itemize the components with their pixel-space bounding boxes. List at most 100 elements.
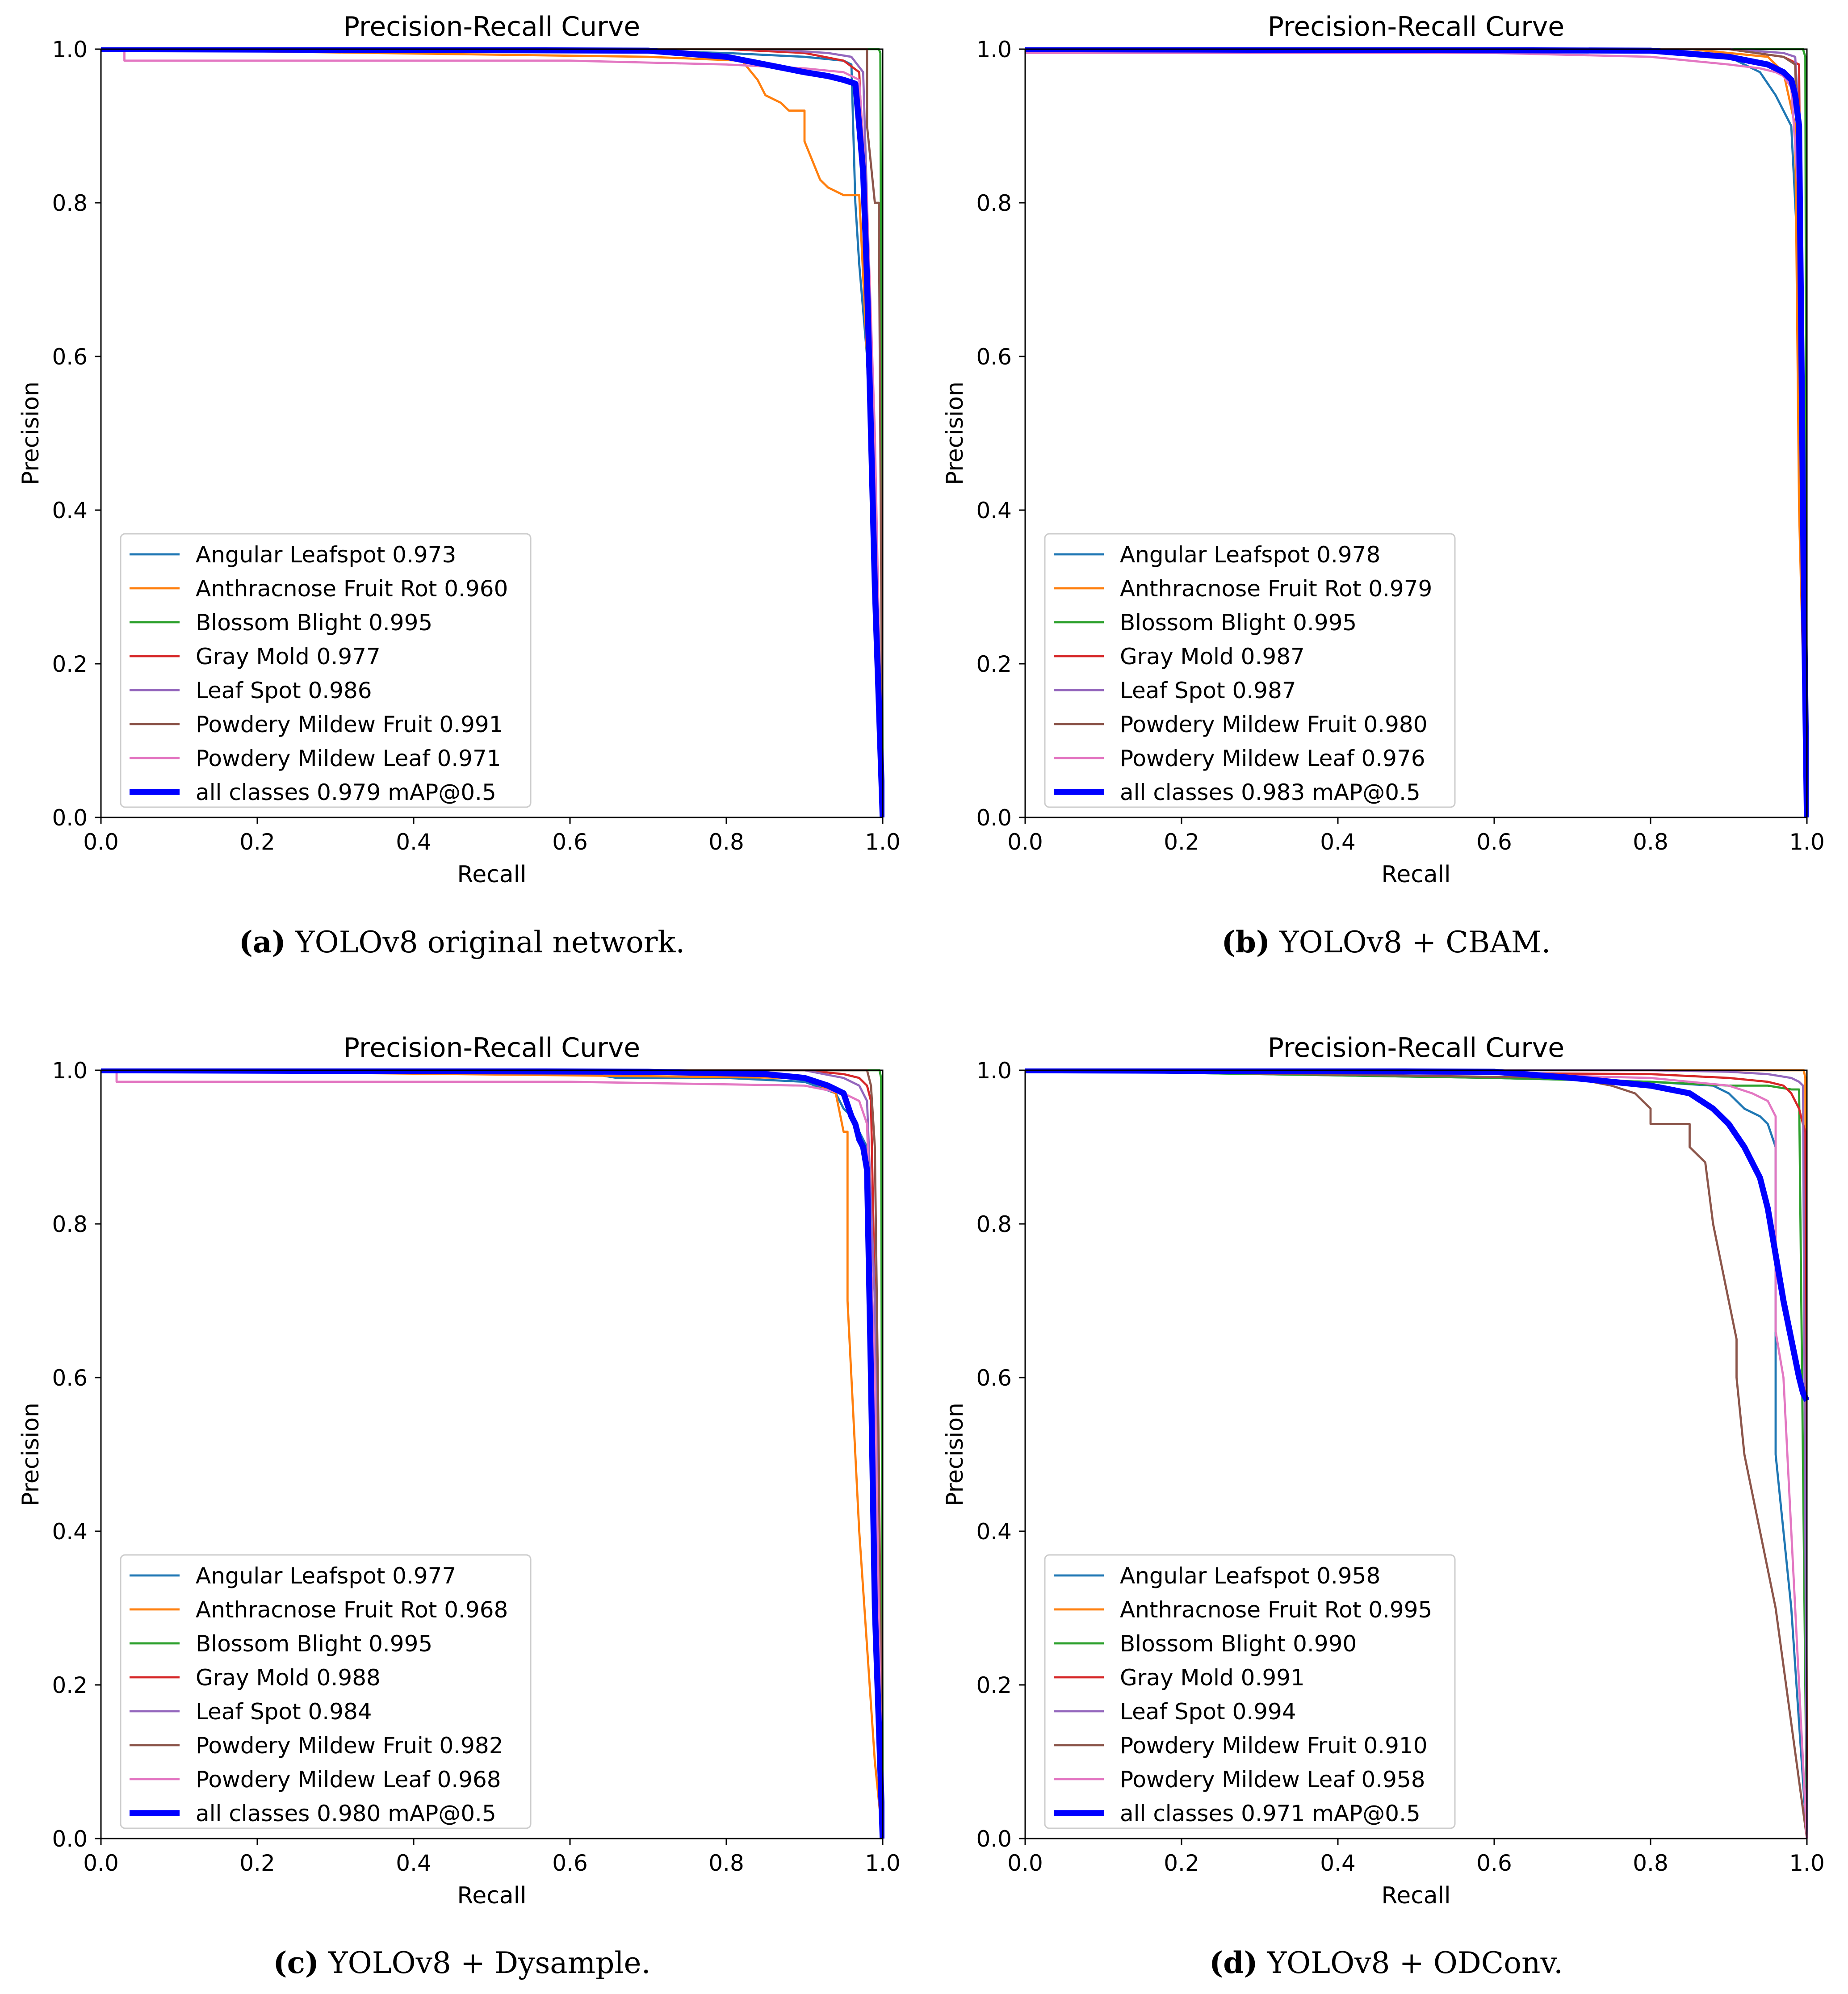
series-group: [101, 1068, 884, 1839]
caption-b: (b) YOLOv8 + CBAM.: [924, 925, 1848, 959]
legend-label: Leaf Spot 0.987: [1120, 678, 1296, 704]
x-tick-label: 0.2: [1164, 829, 1199, 855]
legend-label: Gray Mold 0.988: [196, 1665, 381, 1691]
legend-box: [1044, 533, 1456, 808]
y-axis-label: Precision: [17, 381, 44, 485]
legend-label: Powdery Mildew Leaf 0.976: [1120, 746, 1425, 771]
chart-title: Precision-Recall Curve: [344, 1032, 640, 1064]
caption-b-text: YOLOv8 + CBAM.: [1270, 925, 1551, 959]
series-line-blossom: [1025, 1069, 1808, 1839]
x-tick-label: 0.8: [708, 1850, 744, 1876]
x-tick-label: 0.8: [1633, 829, 1668, 855]
x-tick-label: 0.4: [396, 1850, 432, 1876]
y-tick-label: 0.4: [976, 1519, 1012, 1545]
x-tick-label: 0.2: [239, 1850, 275, 1876]
x-tick-label: 1.0: [1789, 829, 1825, 855]
legend-label: all classes 0.979 mAP@0.5: [196, 779, 496, 805]
y-tick-label: 0.2: [52, 1672, 88, 1698]
x-axis-label: Recall: [1381, 1882, 1450, 1909]
y-tick-label: 0.6: [976, 344, 1012, 370]
legend-label: Powdery Mildew Fruit 0.980: [1120, 712, 1428, 737]
x-tick-label: 0.4: [1320, 1850, 1356, 1876]
y-tick-label: 1.0: [976, 1058, 1012, 1084]
x-tick-label: 1.0: [865, 1850, 901, 1876]
caption-d-text: YOLOv8 + ODConv.: [1257, 1946, 1563, 1980]
caption-c: (c) YOLOv8 + Dysample.: [0, 1945, 924, 1980]
legend-label: Leaf Spot 0.984: [196, 1699, 372, 1725]
x-tick-label: 1.0: [865, 829, 901, 855]
panel-d-chart: Precision-Recall Curve 0.0 0.2 0.4 0.6 0.8 1.0…: [942, 1032, 1825, 1909]
legend-label: Anthracnose Fruit Rot 0.960: [196, 576, 508, 602]
legend-label: Anthracnose Fruit Rot 0.979: [1120, 576, 1432, 602]
legend-label: Leaf Spot 0.986: [196, 678, 372, 704]
chart-title: Precision-Recall Curve: [1268, 11, 1564, 42]
y-tick-label: 0.0: [52, 1826, 88, 1852]
legend-label: Blossom Blight 0.990: [1120, 1631, 1357, 1657]
x-tick-label: 0.4: [1320, 829, 1356, 855]
x-tick-label: 0.2: [1164, 1850, 1199, 1876]
legend-label: Gray Mold 0.977: [196, 644, 381, 670]
y-axis-label: Precision: [942, 1403, 968, 1506]
series-line-all: [1025, 1068, 1809, 1402]
x-tick-label: 0.6: [1476, 1850, 1512, 1876]
series-line-anthracnose: [101, 1069, 884, 1839]
x-tick-label: 0.0: [1007, 1850, 1043, 1876]
legend-label: all classes 0.983 mAP@0.5: [1120, 779, 1421, 805]
y-tick-label: 0.2: [976, 651, 1012, 677]
y-axis-label: Precision: [17, 1403, 44, 1506]
caption-d: (d) YOLOv8 + ODConv.: [924, 1945, 1848, 1980]
y-tick-label: 0.2: [976, 1672, 1012, 1698]
x-tick-label: 0.6: [1476, 829, 1512, 855]
x-axis-label: Recall: [1381, 861, 1450, 888]
x-tick-label: 0.8: [708, 829, 744, 855]
x-tick-label: 0.2: [239, 829, 275, 855]
legend-label: Blossom Blight 0.995: [196, 1631, 432, 1657]
legend-label: Anthracnose Fruit Rot 0.995: [1120, 1597, 1432, 1623]
y-tick-label: 0.4: [976, 498, 1012, 524]
caption-a-text: YOLOv8 original network.: [285, 925, 685, 959]
x-tick-label: 0.0: [1007, 829, 1043, 855]
y-tick-label: 1.0: [976, 37, 1012, 63]
plot-frame: [100, 48, 884, 818]
legend-label: Powdery Mildew Leaf 0.968: [196, 1767, 501, 1793]
x-tick-label: 0.6: [552, 1850, 588, 1876]
legend-label: Angular Leafspot 0.958: [1120, 1563, 1380, 1589]
y-tick-label: 0.4: [52, 1519, 88, 1545]
y-tick-label: 0.6: [976, 1365, 1012, 1391]
plot-frame: [1024, 1069, 1808, 1839]
caption-d-letter: (d): [1209, 1945, 1258, 1980]
panel-a-chart: Precision-Recall Curve 0.0 0.2 0.4 0.6 0.8 1.0…: [17, 11, 901, 888]
legend-box: [1044, 1554, 1456, 1829]
x-tick-label: 0.8: [1633, 1850, 1668, 1876]
y-tick-label: 0.6: [52, 344, 88, 370]
y-tick-label: 0.0: [52, 805, 88, 831]
y-tick-label: 0.4: [52, 498, 88, 524]
x-tick-label: 0.4: [396, 829, 432, 855]
legend-label: Powdery Mildew Fruit 0.910: [1120, 1733, 1428, 1759]
y-tick-label: 0.0: [976, 1826, 1012, 1852]
legend-label: Angular Leafspot 0.977: [196, 1563, 456, 1589]
legend-label: Blossom Blight 0.995: [1120, 610, 1357, 636]
legend-label: Angular Leafspot 0.978: [1120, 542, 1380, 568]
legend-label: Gray Mold 0.991: [1120, 1665, 1305, 1691]
x-tick-label: 0.0: [83, 829, 119, 855]
series-line-pmleaf: [1025, 1069, 1808, 1839]
legend-label: Gray Mold 0.987: [1120, 644, 1305, 670]
plot-frame: [100, 1069, 884, 1839]
legend-label: all classes 0.971 mAP@0.5: [1120, 1801, 1421, 1826]
x-axis-label: Recall: [457, 1882, 526, 1909]
y-tick-label: 0.6: [52, 1365, 88, 1391]
y-tick-label: 1.0: [52, 1058, 88, 1084]
chart-title: Precision-Recall Curve: [1268, 1032, 1564, 1064]
caption-c-text: YOLOv8 + Dysample.: [319, 1946, 651, 1980]
y-tick-label: 1.0: [52, 37, 88, 63]
legend-label: Blossom Blight 0.995: [196, 610, 432, 636]
series-line-all: [101, 47, 884, 818]
plot-frame: [1024, 48, 1808, 818]
x-axis-label: Recall: [457, 861, 526, 888]
caption-a: (a) YOLOv8 original network.: [0, 925, 924, 959]
legend-label: Anthracnose Fruit Rot 0.968: [196, 1597, 508, 1623]
series-line-all: [1025, 47, 1809, 818]
series-line-anthracnose: [101, 48, 884, 818]
